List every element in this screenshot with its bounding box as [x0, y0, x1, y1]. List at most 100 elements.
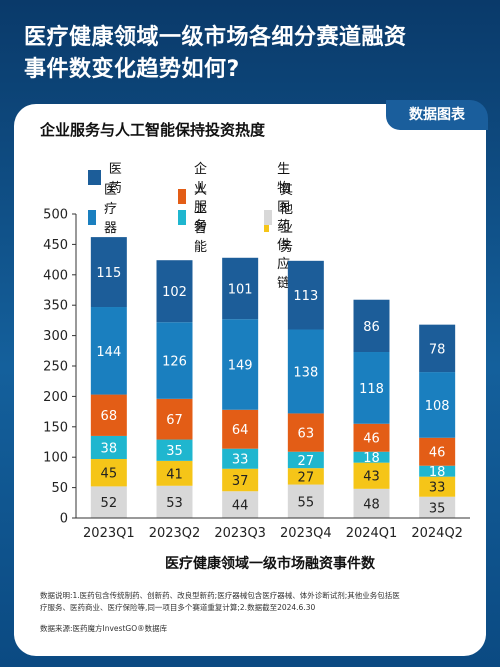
- bar-segment-enterprise: [353, 423, 390, 452]
- bar-segment-device: [222, 319, 259, 410]
- bar-segment-ai: [222, 448, 259, 469]
- data-label-other: 53: [166, 496, 183, 511]
- x-tick-label: 2024Q1: [346, 526, 398, 541]
- data-label-ai: 35: [166, 444, 183, 459]
- data-label-enterprise: 63: [298, 427, 315, 442]
- bar-segment-device: [419, 372, 456, 438]
- y-axis: 0 50 100 150 200 250 300 350 400 450 500: [43, 208, 77, 527]
- legend-swatch-pharma: [88, 169, 101, 185]
- bar-segment-bio_supply: [353, 462, 390, 489]
- data-chart-badge: 数据图表: [386, 100, 488, 130]
- data-label-pharma: 101: [228, 282, 253, 297]
- bar-segment-bio_supply: [222, 468, 259, 492]
- data-label-pharma: 86: [363, 320, 380, 335]
- data-label-other: 48: [363, 497, 380, 512]
- data-label-enterprise: 67: [166, 413, 183, 428]
- data-label-device: 126: [162, 355, 187, 370]
- bar-segment-enterprise: [156, 398, 193, 440]
- y-tick-label: 50: [51, 481, 68, 496]
- bar-segment-ai: [353, 451, 390, 463]
- bar-segment-other: [222, 491, 259, 518]
- bar-segment-pharma: [419, 324, 456, 373]
- x-tick-label: 2023Q2: [149, 526, 201, 541]
- headline-line-2: 事件数变化趋势如何?: [24, 57, 240, 82]
- y-tick-label: 0: [60, 512, 68, 527]
- data-label-enterprise: 46: [429, 446, 446, 461]
- bar-segment-ai: [287, 451, 324, 469]
- y-tick-label: 200: [43, 390, 68, 405]
- data-label-other: 44: [232, 499, 249, 514]
- legend-item-bio-supply: 生物医药供应链: [264, 158, 303, 291]
- legend-swatch-other: [264, 209, 272, 225]
- y-tick-label: 400: [43, 268, 68, 283]
- y-tick-label: 150: [43, 420, 68, 435]
- page-headline: 医疗健康领域一级市场各细分赛道融资 事件数变化趋势如何?: [24, 22, 484, 86]
- x-tick-label: 2023Q4: [280, 526, 332, 541]
- data-label-bio_supply: 37: [232, 474, 249, 489]
- data-label-bio_supply: 27: [298, 470, 315, 485]
- data-label-ai: 18: [363, 451, 380, 466]
- legend-swatch-ai: [178, 209, 186, 225]
- y-tick-label: 350: [43, 299, 68, 314]
- data-label-device: 144: [96, 345, 121, 360]
- bar-segment-bio_supply: [156, 460, 193, 486]
- bar-segment-device: [90, 307, 127, 395]
- y-tick-label: 450: [43, 238, 68, 253]
- data-label-enterprise: 64: [232, 423, 249, 438]
- bar-segment-bio_supply: [90, 459, 127, 487]
- legend-swatch-bio-supply: [264, 217, 270, 232]
- data-label-device: 108: [425, 399, 450, 414]
- bar-segment-other: [353, 488, 390, 518]
- legend-swatch-device: [88, 209, 96, 225]
- data-label-ai: 27: [298, 454, 315, 469]
- legend-item-pharma: 医药: [88, 158, 127, 196]
- bar-segment-other: [287, 484, 324, 518]
- bar-segment-bio_supply: [419, 476, 456, 497]
- bar-segment-device: [156, 322, 193, 399]
- bar-segment-pharma: [353, 299, 390, 353]
- bar-segment-other: [156, 485, 193, 518]
- legend-label-bio-supply: 生物医药供应链: [277, 162, 291, 291]
- notes-line-1: 数据说明:1.医药包含传统制药、创新药、改良型新药;医疗器械包含医疗器械、体外诊…: [40, 591, 400, 600]
- bar-stack: 48 43 18 46 118 86: [353, 299, 390, 518]
- bar-segment-device: [287, 329, 324, 414]
- bar-segment-other: [419, 496, 456, 518]
- bar-segment-enterprise: [90, 394, 127, 436]
- data-label-device: 118: [359, 382, 384, 397]
- x-tick-label: 2023Q3: [214, 526, 266, 541]
- data-notes: 数据说明:1.医药包含传统制药、创新药、改良型新药;医疗器械包含医疗器械、体外诊…: [40, 590, 460, 614]
- x-axis: 2023Q1 2023Q2 2023Q3 2023Q4 2024Q1 2024Q2: [76, 517, 470, 541]
- bar-segment-pharma: [287, 260, 324, 330]
- data-label-bio_supply: 43: [363, 470, 380, 485]
- bar-stack: 53 41 35 67 126 102: [156, 260, 193, 518]
- y-tick-label: 100: [43, 451, 68, 466]
- legend-item-other: 其他业务: [264, 179, 303, 255]
- data-label-enterprise: 46: [363, 432, 380, 447]
- legend-item-enterprise: 企业服务: [178, 158, 217, 234]
- headline-line-1: 医疗健康领域一级市场各细分赛道融资: [24, 25, 407, 50]
- y-tick-label: 250: [43, 360, 68, 375]
- x-axis-label: 医疗健康领域一级市场融资事件数: [165, 555, 376, 572]
- bar-segment-pharma: [90, 237, 127, 308]
- bar-segment-ai: [90, 435, 127, 460]
- notes-line-2: 疗服务、医药商业、医疗保险等,同一项目多个赛道重复计算;2.数据截至2024.6…: [40, 603, 316, 612]
- legend-swatch-enterprise: [178, 188, 186, 204]
- chart-title: 企业服务与人工智能保持投资热度: [40, 121, 266, 139]
- data-label-pharma: 102: [162, 285, 187, 300]
- bar-stacks: 52 45 38 68 144 115 53 41 35 67 126 102 44 37 33 64 149 1…: [90, 237, 456, 518]
- x-tick-label: 2023Q1: [83, 526, 135, 541]
- data-label-ai: 33: [232, 453, 249, 468]
- data-label-pharma: 113: [293, 289, 318, 304]
- legend-label-enterprise: 企业服务: [193, 162, 207, 234]
- bar-segment-pharma: [156, 260, 193, 323]
- legend-item-ai: 人工智能: [178, 179, 217, 255]
- data-label-other: 52: [101, 496, 118, 511]
- bar-segment-enterprise: [419, 437, 456, 466]
- data-label-pharma: 115: [96, 266, 121, 281]
- bar-segment-ai: [156, 439, 193, 461]
- data-label-device: 149: [228, 358, 253, 373]
- bar-segment-enterprise: [222, 409, 259, 449]
